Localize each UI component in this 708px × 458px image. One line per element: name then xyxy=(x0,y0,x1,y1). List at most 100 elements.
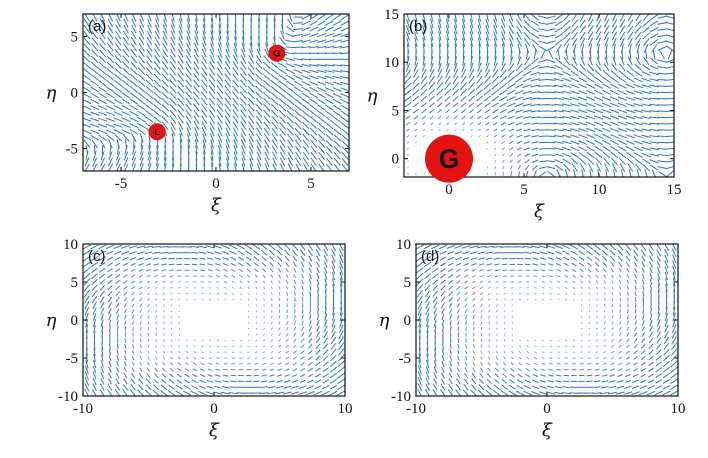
field-arrow xyxy=(191,379,198,384)
field-arrow xyxy=(177,287,181,289)
field-arrow xyxy=(641,146,651,151)
field-arrow xyxy=(98,55,107,64)
field-arrow xyxy=(433,307,438,315)
field-arrow xyxy=(424,267,432,274)
marker-label: G xyxy=(439,144,460,174)
field-arrow xyxy=(162,309,166,313)
field-arrow xyxy=(161,269,167,272)
field-arrow xyxy=(154,367,159,372)
field-arrow xyxy=(579,262,585,267)
field-arrow xyxy=(618,356,623,360)
y-tick-label: 5 xyxy=(392,103,400,119)
field-arrow xyxy=(570,128,580,132)
field-arrow xyxy=(546,166,556,170)
field-arrow xyxy=(324,284,327,292)
field-arrow xyxy=(476,75,483,84)
field-arrow xyxy=(456,361,460,367)
field-arrow xyxy=(271,139,278,149)
field-arrow xyxy=(438,122,442,126)
field-arrow xyxy=(421,115,427,120)
field-arrow xyxy=(232,67,239,76)
field-arrow xyxy=(138,280,143,284)
field-arrow xyxy=(422,18,426,29)
field-arrow xyxy=(267,386,276,389)
field-arrow xyxy=(154,303,158,307)
field-arrow xyxy=(444,95,451,102)
field-arrow xyxy=(499,89,508,96)
field-arrow xyxy=(461,31,466,41)
field-arrow xyxy=(255,55,263,64)
field-arrow xyxy=(247,351,251,353)
field-arrow xyxy=(147,24,152,34)
field-arrow xyxy=(91,139,98,149)
field-arrow xyxy=(428,102,435,108)
field-arrow xyxy=(448,378,453,385)
field-arrow xyxy=(247,327,250,330)
field-arrow xyxy=(604,56,609,66)
field-arrow xyxy=(263,61,271,70)
field-arrow xyxy=(130,73,138,82)
field-arrow xyxy=(154,280,158,284)
field-arrow xyxy=(649,84,659,88)
field-arrow xyxy=(340,75,349,79)
field-arrow xyxy=(428,95,435,102)
field-arrow xyxy=(484,245,494,249)
field-arrow xyxy=(272,157,278,167)
field-arrow xyxy=(340,26,349,32)
field-arrow xyxy=(534,339,537,342)
field-arrow xyxy=(665,283,668,292)
field-arrow xyxy=(538,21,548,25)
field-arrow xyxy=(210,151,214,161)
field-arrow xyxy=(98,250,106,255)
field-arrow xyxy=(510,367,515,372)
field-arrow xyxy=(640,379,647,384)
x-tick-label: 0 xyxy=(212,176,220,192)
field-arrow xyxy=(106,49,114,58)
field-arrow xyxy=(572,56,578,66)
field-arrow xyxy=(530,64,540,70)
field-arrow xyxy=(115,279,121,285)
field-arrow xyxy=(540,269,546,272)
field-arrow xyxy=(494,43,497,54)
field-arrow xyxy=(515,109,524,113)
field-arrow xyxy=(162,344,165,348)
field-arrow xyxy=(234,36,238,46)
field-arrow xyxy=(146,55,153,64)
x-tick-label: 0 xyxy=(445,182,453,198)
field-arrow xyxy=(633,83,643,89)
field-arrow xyxy=(592,392,602,394)
field-arrow xyxy=(224,109,231,118)
field-arrow xyxy=(309,110,318,117)
field-arrow xyxy=(647,385,655,390)
field-arrow xyxy=(557,298,560,301)
field-arrow xyxy=(162,315,165,319)
field-arrow xyxy=(247,97,255,106)
field-arrow xyxy=(255,115,263,124)
field-arrow xyxy=(256,48,262,58)
field-arrow xyxy=(115,378,120,385)
field-arrow xyxy=(649,325,653,332)
field-arrow xyxy=(406,37,410,47)
field-arrow xyxy=(255,321,258,325)
field-arrow xyxy=(526,345,529,348)
field-arrow xyxy=(593,127,604,133)
field-arrow xyxy=(633,255,638,262)
field-arrow xyxy=(530,110,540,113)
field-arrow xyxy=(100,307,105,315)
field-arrow xyxy=(578,109,588,114)
field-arrow xyxy=(107,302,112,309)
field-arrow xyxy=(261,256,267,262)
field-arrow xyxy=(178,339,181,342)
field-arrow xyxy=(643,43,649,54)
field-arrow xyxy=(169,115,177,124)
field-arrow xyxy=(154,298,158,301)
field-arrow xyxy=(340,110,349,117)
field-arrow xyxy=(457,349,460,355)
field-arrow xyxy=(418,324,422,334)
field-arrow xyxy=(178,36,184,46)
field-arrow xyxy=(406,147,410,150)
field-arrow xyxy=(424,284,431,292)
field-arrow xyxy=(641,128,651,132)
field-arrow xyxy=(508,134,514,138)
field-arrow xyxy=(316,255,321,262)
